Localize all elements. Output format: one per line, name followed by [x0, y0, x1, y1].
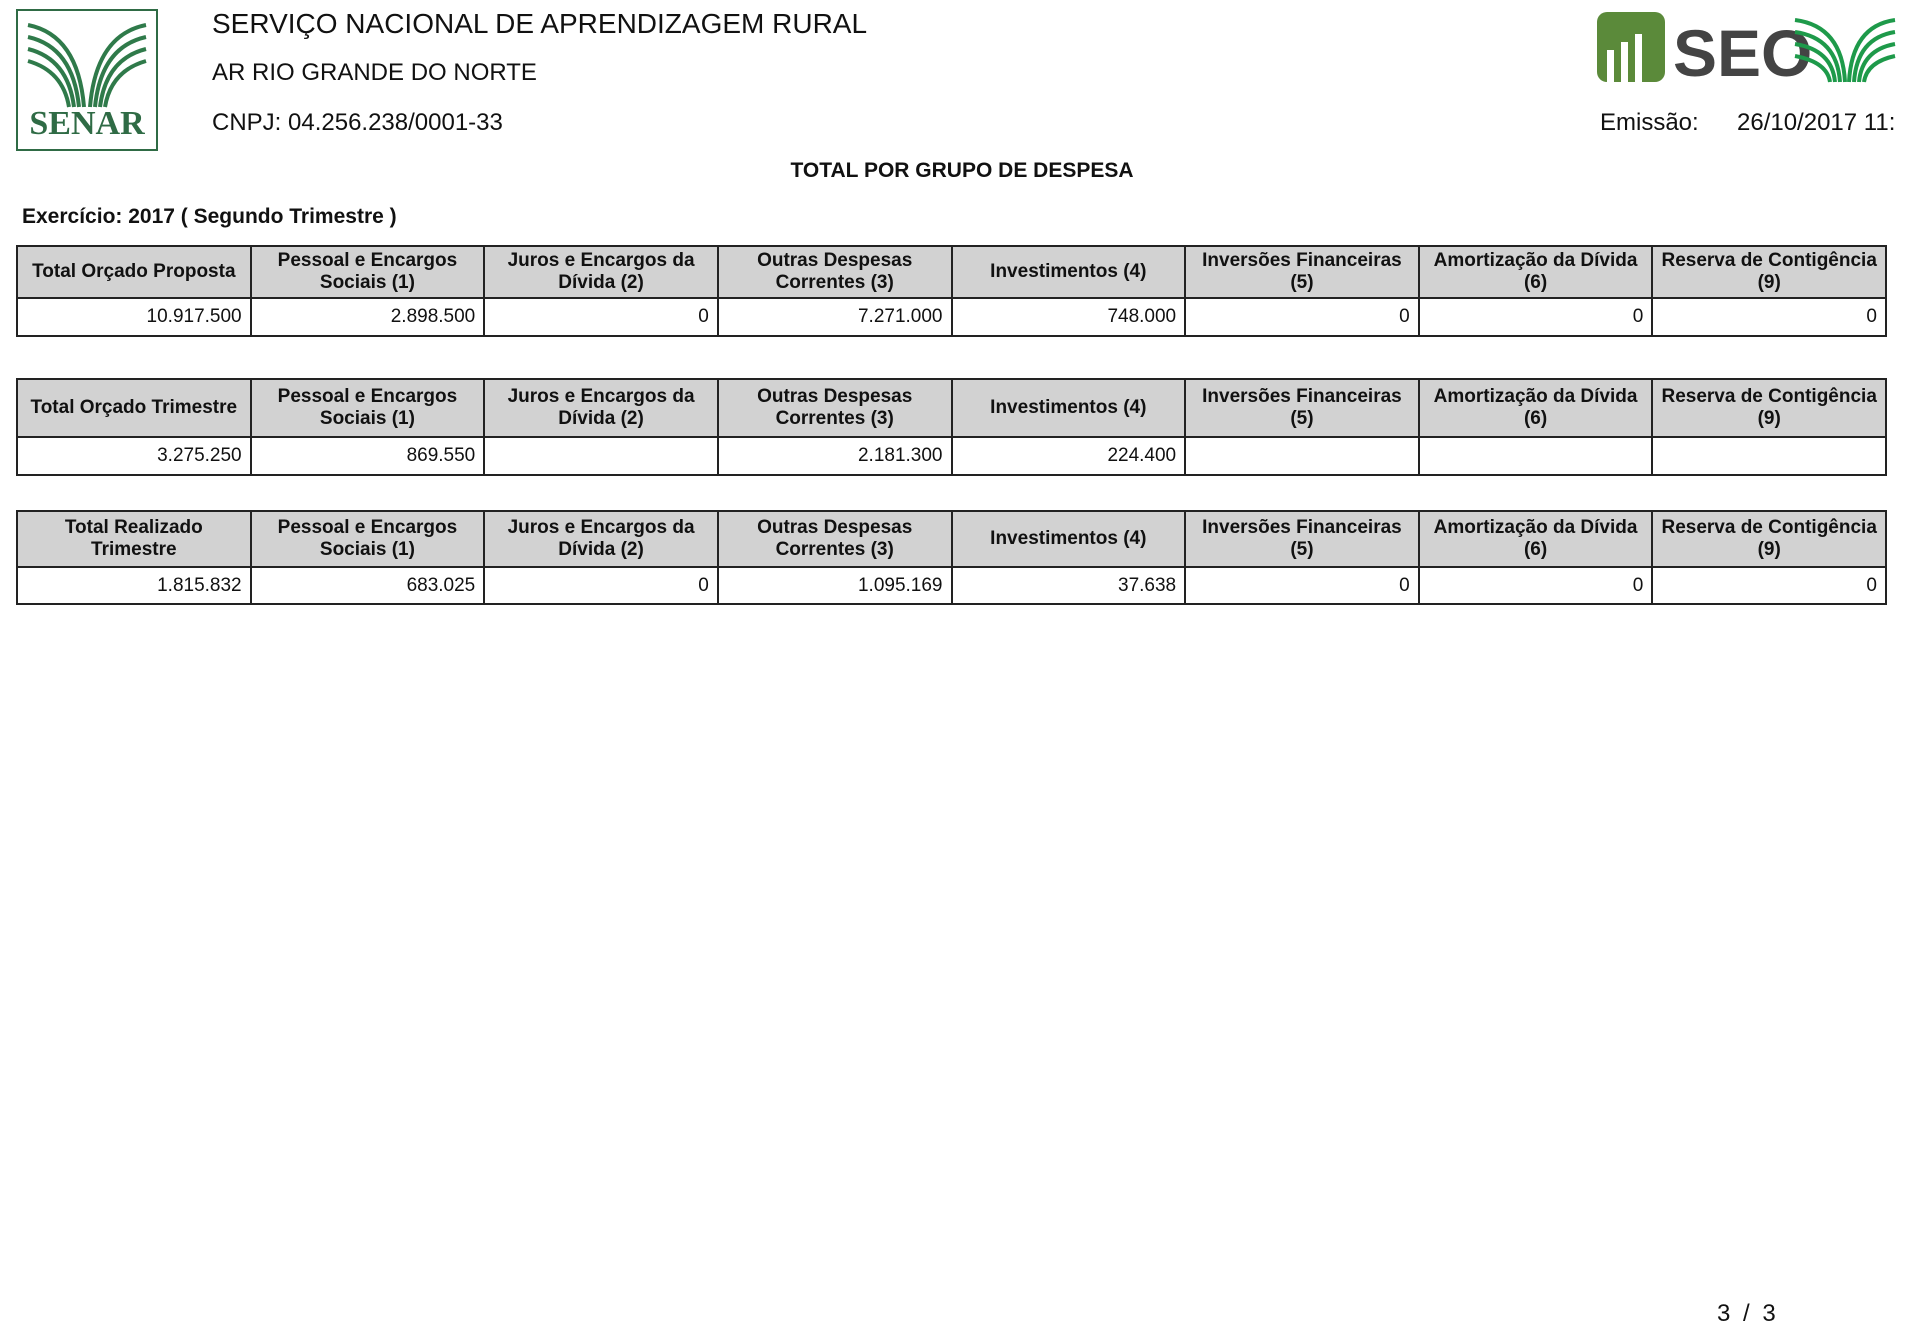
table-row: 1.815.832 683.025 0 1.095.169 37.638 0 0…: [16, 566, 1887, 605]
column-header: Pessoal e Encargos Sociais (1): [249, 245, 486, 299]
senar-logo-text: SENAR: [29, 105, 145, 142]
table-cell: 0: [483, 566, 719, 605]
column-header: Total Orçado Proposta: [16, 245, 252, 299]
exercicio-label: Exercício: 2017 ( Segundo Trimestre ): [22, 205, 397, 228]
table-row: 3.275.250 869.550 2.181.300 224.400: [16, 436, 1887, 476]
table-total-orcado-proposta: Total Orçado Proposta Pessoal e Encargos…: [16, 245, 1887, 337]
table-row: 10.917.500 2.898.500 0 7.271.000 748.000…: [16, 297, 1887, 337]
emissao-value: 26/10/2017 11:: [1737, 109, 1896, 136]
table-cell: 2.898.500: [249, 297, 486, 337]
column-header: Juros e Encargos da Dívida (2): [483, 510, 719, 568]
table-cell: [1184, 436, 1420, 476]
table-cell: 7.271.000: [716, 297, 953, 337]
table-cell: 869.550: [249, 436, 486, 476]
table-total-realizado-trimestre: Total Realizado Trimestre Pessoal e Enca…: [16, 510, 1887, 605]
column-header: Investimentos (4): [950, 510, 1187, 568]
emissao-label: Emissão:: [1600, 109, 1699, 136]
senar-logo: SENAR: [16, 9, 158, 151]
svg-text:SEO: SEO: [1673, 16, 1812, 84]
column-header: Amortização da Dívida (6): [1417, 510, 1654, 568]
table-cell: 10.917.500: [16, 297, 252, 337]
column-header: Investimentos (4): [950, 378, 1187, 438]
column-header: Amortização da Dívida (6): [1417, 245, 1654, 299]
table-total-orcado-trimestre: Total Orçado Trimestre Pessoal e Encargo…: [16, 378, 1887, 476]
column-header: Outras Despesas Correntes (3): [716, 245, 953, 299]
table-header-row: Total Realizado Trimestre Pessoal e Enca…: [16, 510, 1887, 568]
table-header-row: Total Orçado Proposta Pessoal e Encargos…: [16, 245, 1887, 299]
table-cell: 1.095.169: [716, 566, 953, 605]
column-header: Pessoal e Encargos Sociais (1): [249, 510, 486, 568]
table-cell: [1417, 436, 1654, 476]
table-cell: [1651, 436, 1887, 476]
table-cell: 3.275.250: [16, 436, 252, 476]
table-cell: 748.000: [950, 297, 1187, 337]
column-header: Inversões Financeiras (5): [1184, 245, 1420, 299]
column-header: Outras Despesas Correntes (3): [716, 510, 953, 568]
table-cell: 0: [1651, 566, 1887, 605]
seo-logo: SEO: [1597, 12, 1897, 90]
table-cell: 0: [1184, 297, 1420, 337]
table-cell: 0: [1417, 297, 1654, 337]
column-header: Total Realizado Trimestre: [16, 510, 252, 568]
page-number: 3 / 3: [1717, 1300, 1776, 1327]
table-cell: 0: [1184, 566, 1420, 605]
cnpj: CNPJ: 04.256.238/0001-33: [212, 109, 503, 136]
column-header: Investimentos (4): [950, 245, 1187, 299]
table-cell: 683.025: [249, 566, 486, 605]
column-header: Amortização da Dívida (6): [1417, 378, 1654, 438]
table-cell: 0: [483, 297, 719, 337]
table-cell: 224.400: [950, 436, 1187, 476]
column-header: Inversões Financeiras (5): [1184, 378, 1420, 438]
table-cell: 0: [1651, 297, 1887, 337]
table-cell: 2.181.300: [716, 436, 953, 476]
table-cell: 1.815.832: [16, 566, 252, 605]
report-title: TOTAL POR GRUPO DE DESPESA: [790, 159, 1134, 182]
table-cell: 37.638: [950, 566, 1187, 605]
column-header: Outras Despesas Correntes (3): [716, 378, 953, 438]
column-header: Reserva de Contigência (9): [1651, 378, 1887, 438]
column-header: Total Orçado Trimestre: [16, 378, 252, 438]
column-header: Juros e Encargos da Dívida (2): [483, 378, 719, 438]
column-header: Reserva de Contigência (9): [1651, 510, 1887, 568]
column-header: Juros e Encargos da Dívida (2): [483, 245, 719, 299]
regional-name: AR RIO GRANDE DO NORTE: [212, 59, 537, 86]
column-header: Reserva de Contigência (9): [1651, 245, 1887, 299]
column-header: Pessoal e Encargos Sociais (1): [249, 378, 486, 438]
column-header: Inversões Financeiras (5): [1184, 510, 1420, 568]
table-cell: [483, 436, 719, 476]
table-header-row: Total Orçado Trimestre Pessoal e Encargo…: [16, 378, 1887, 438]
table-cell: 0: [1417, 566, 1654, 605]
org-name: SERVIÇO NACIONAL DE APRENDIZAGEM RURAL: [212, 8, 868, 39]
